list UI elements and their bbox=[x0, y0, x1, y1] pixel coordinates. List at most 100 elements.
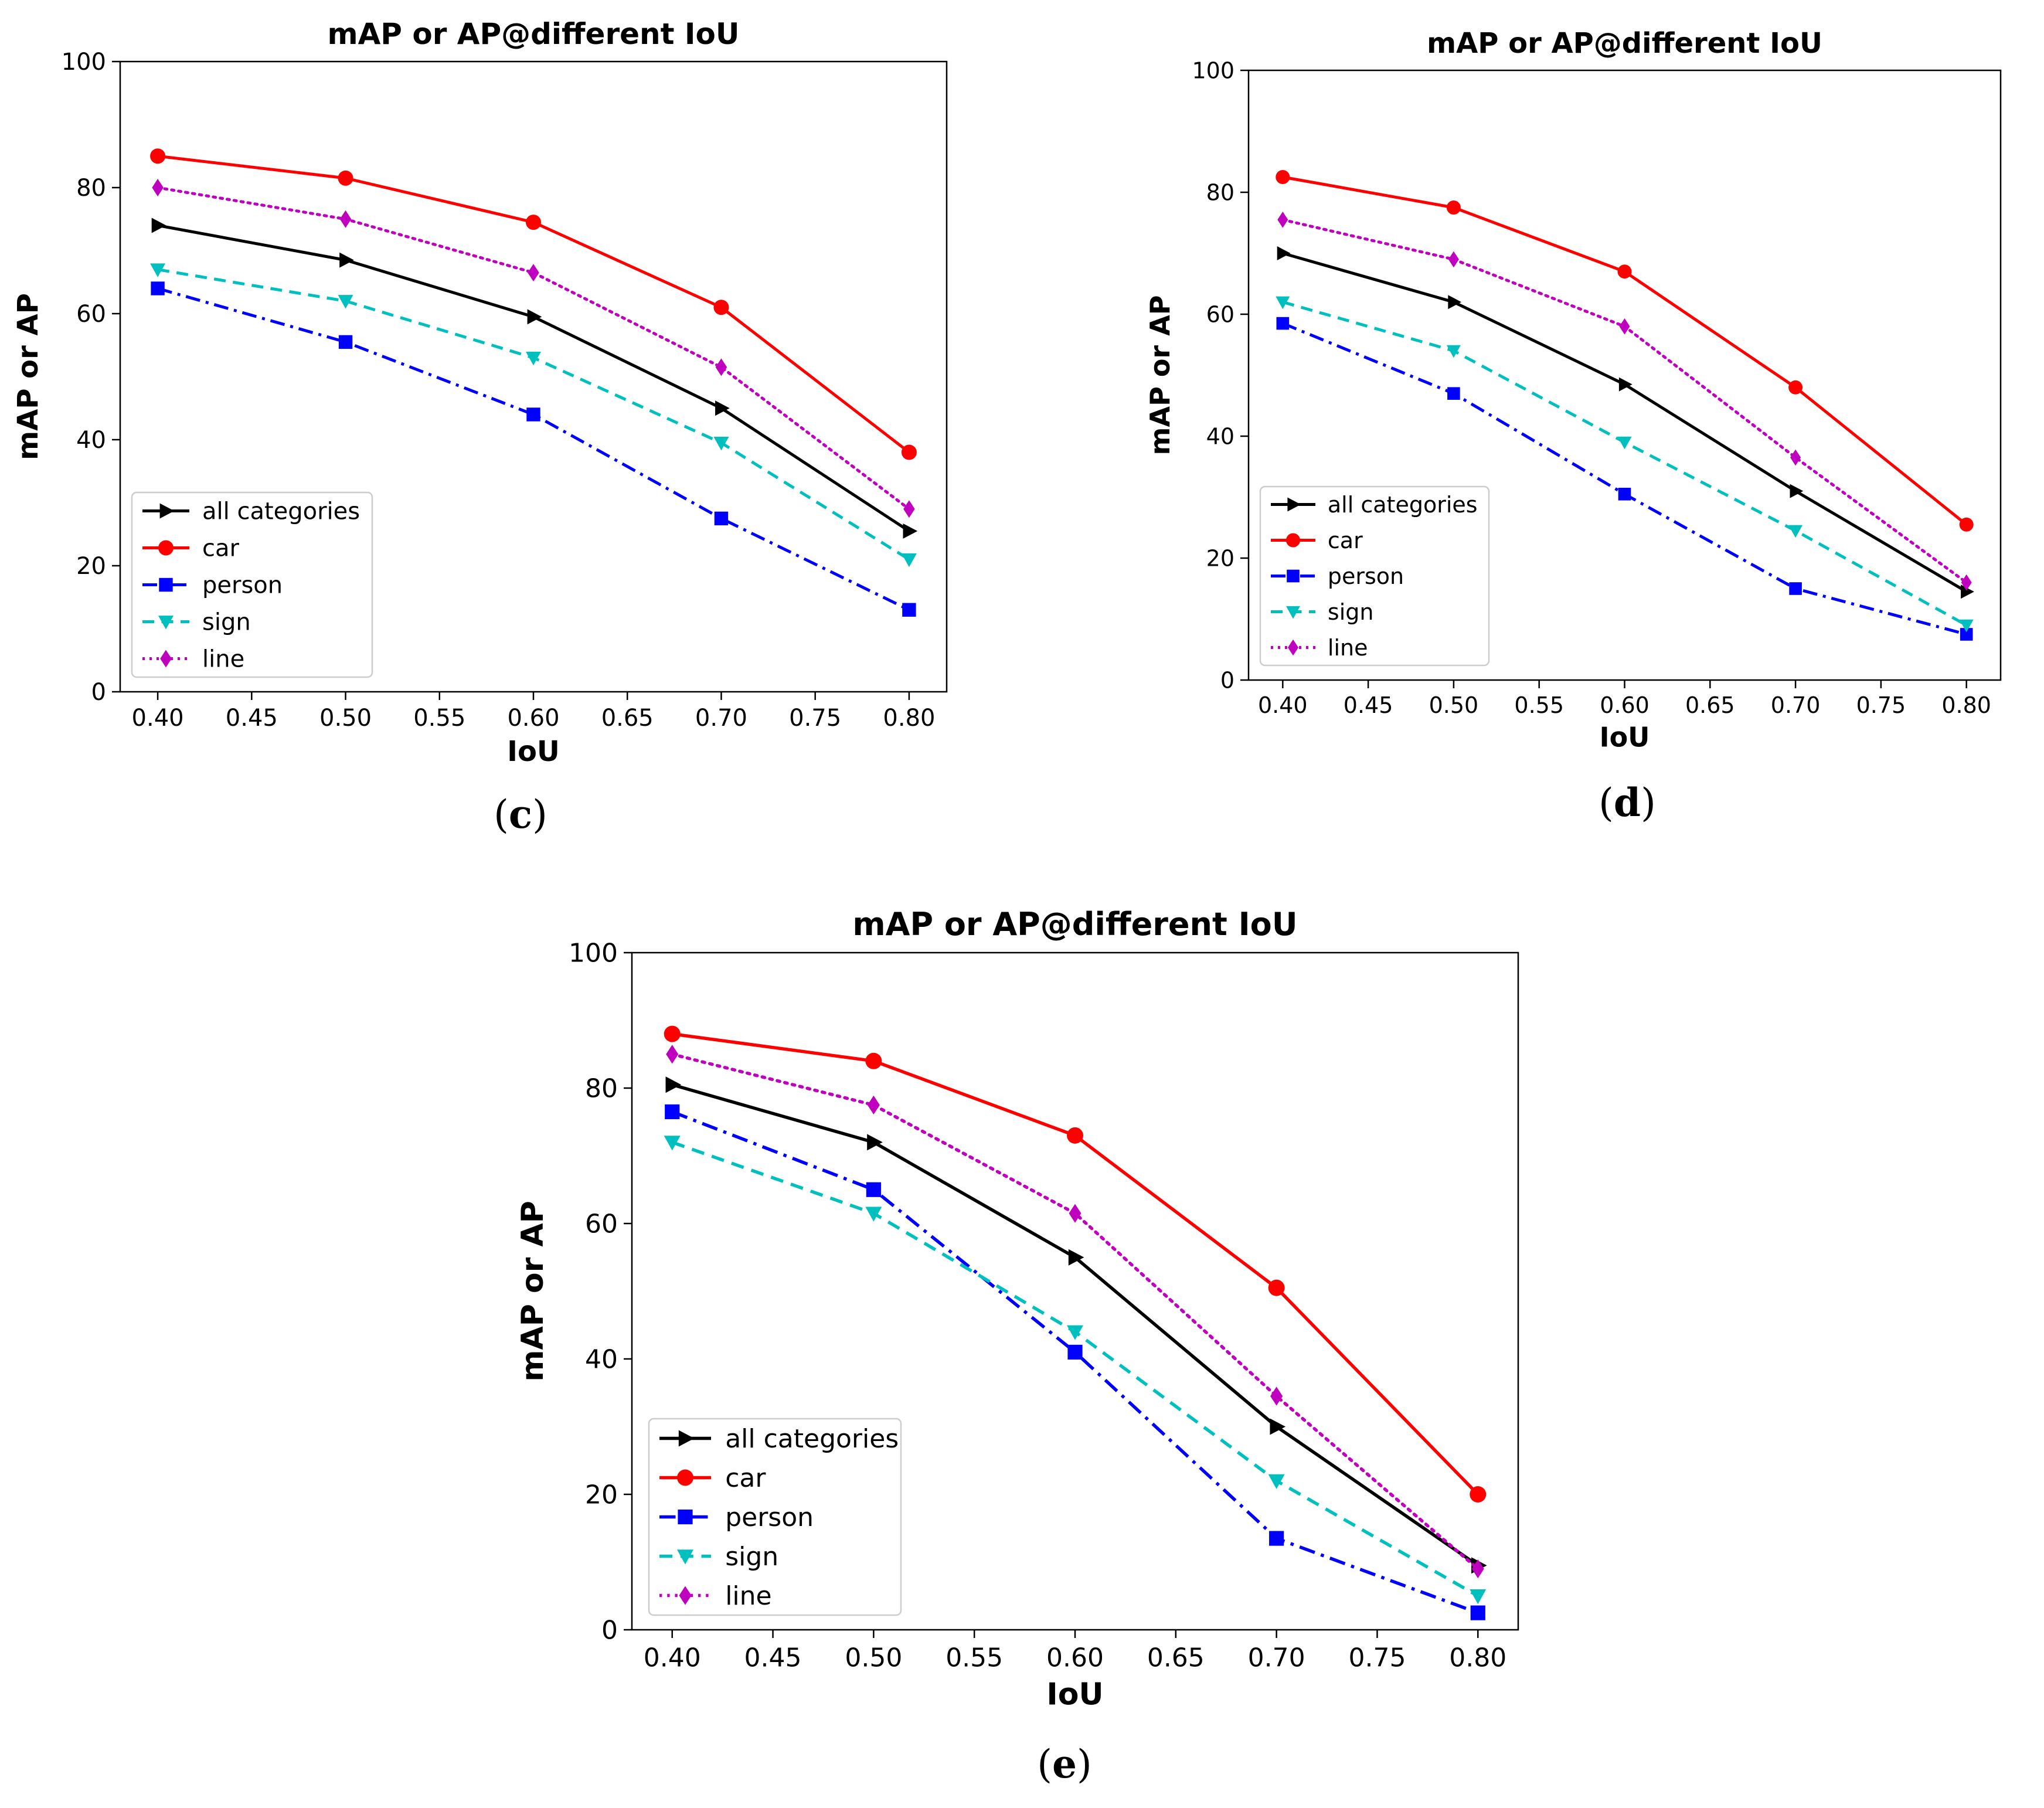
data-point bbox=[151, 281, 165, 295]
data-point bbox=[1277, 212, 1288, 228]
data-point bbox=[715, 358, 727, 376]
series-all-categories bbox=[1277, 246, 1974, 599]
data-point bbox=[903, 500, 915, 518]
data-point bbox=[151, 217, 166, 233]
x-tick-label: 0.55 bbox=[1514, 692, 1564, 718]
x-tick-label: 0.75 bbox=[1348, 1643, 1406, 1673]
x-tick-label: 0.80 bbox=[1941, 692, 1991, 718]
data-point bbox=[664, 1025, 681, 1042]
legend-label: car bbox=[725, 1463, 766, 1493]
data-point bbox=[527, 309, 542, 325]
chart-c: mAP or AP@different IoU 0.40 0.45 0.50 0.55 0… bbox=[12, 17, 948, 768]
legend-marker bbox=[1286, 606, 1300, 619]
x-tick-label: 0.75 bbox=[789, 705, 841, 732]
chart-panel-e: mAP or AP@different IoU 0.40 0.45 0.50 0.55 0… bbox=[498, 874, 1565, 1808]
data-point bbox=[526, 407, 540, 422]
y-tick-label: 80 bbox=[1206, 179, 1234, 205]
data-point bbox=[713, 436, 729, 451]
y-tick-label: 0 bbox=[91, 679, 106, 706]
chart-d: mAP or AP@different IoU 0.40 0.45 0.50 0.55 0… bbox=[1144, 27, 2002, 753]
data-point bbox=[1448, 251, 1459, 268]
chart-panel-c: mAP or AP@different IoU 0.40 0.45 0.50 0.55 0… bbox=[0, 0, 1008, 856]
y-tick-label: 40 bbox=[585, 1344, 618, 1374]
legend-label: line bbox=[202, 646, 244, 673]
series-sign bbox=[664, 1136, 1487, 1605]
data-point bbox=[1959, 619, 1974, 633]
caption-e: (e) bbox=[1037, 1741, 1092, 1787]
legend-marker bbox=[678, 1509, 693, 1525]
data-point bbox=[339, 210, 352, 228]
y-tick-label: 80 bbox=[76, 175, 106, 202]
series-person bbox=[665, 1104, 1485, 1620]
y-tick-label: 100 bbox=[1192, 57, 1234, 83]
series-all-categories bbox=[665, 1076, 1487, 1574]
x-tick-label: 0.40 bbox=[1258, 692, 1308, 718]
data-point bbox=[1268, 1474, 1285, 1489]
legend-label: all categories bbox=[725, 1424, 899, 1454]
data-point bbox=[1961, 574, 1972, 591]
legend: all categories car person sign line bbox=[1259, 485, 1490, 667]
data-point bbox=[150, 263, 166, 277]
series-all-categories bbox=[151, 217, 918, 539]
data-point bbox=[1448, 295, 1462, 310]
caption-c: (c) bbox=[494, 791, 547, 837]
x-tick-label: 0.45 bbox=[226, 705, 278, 732]
y-tick-label: 100 bbox=[569, 938, 618, 968]
data-point bbox=[1067, 1325, 1083, 1340]
series-line bbox=[1282, 175, 1968, 526]
data-point bbox=[867, 1134, 883, 1151]
series-car bbox=[1276, 170, 1974, 532]
legend: all categories car person sign line bbox=[131, 491, 373, 678]
x-axis-label: IoU bbox=[1599, 721, 1650, 753]
y-tick-label: 0 bbox=[601, 1615, 618, 1645]
chart-title: mAP or AP@different IoU bbox=[328, 17, 740, 51]
data-point bbox=[339, 252, 354, 268]
y-tick-label: 60 bbox=[585, 1209, 618, 1239]
legend-label: sign bbox=[202, 609, 251, 636]
series-line bbox=[1277, 212, 1972, 591]
data-point bbox=[1276, 170, 1290, 184]
data-point bbox=[1788, 380, 1803, 395]
data-point bbox=[1470, 1605, 1485, 1620]
legend-box bbox=[648, 1418, 902, 1616]
data-point bbox=[866, 1182, 881, 1197]
data-point bbox=[338, 335, 353, 349]
x-tick-label: 0.45 bbox=[744, 1643, 802, 1673]
legend-marker bbox=[677, 1469, 693, 1486]
data-point bbox=[1276, 317, 1290, 330]
data-point bbox=[528, 264, 539, 282]
series-line bbox=[152, 179, 915, 518]
x-tick-label: 0.60 bbox=[1046, 1643, 1104, 1673]
legend-label: car bbox=[1328, 528, 1363, 553]
x-tick-label: 0.50 bbox=[1429, 692, 1479, 718]
y-tick-label: 80 bbox=[585, 1073, 618, 1103]
legend-marker bbox=[160, 650, 172, 668]
legend-marker bbox=[679, 1586, 692, 1605]
data-point bbox=[1790, 484, 1804, 498]
data-point bbox=[1447, 387, 1460, 400]
data-point bbox=[152, 179, 164, 196]
data-point bbox=[1471, 1559, 1484, 1579]
x-tick-label: 0.65 bbox=[1147, 1643, 1205, 1673]
data-point bbox=[902, 603, 916, 617]
series-sign bbox=[150, 263, 917, 567]
legend-marker bbox=[1288, 639, 1298, 656]
series-person bbox=[1276, 317, 1973, 641]
x-tick-label: 0.45 bbox=[1344, 692, 1393, 718]
data-point bbox=[1270, 1386, 1283, 1406]
x-tick-label: 0.70 bbox=[1248, 1643, 1305, 1673]
legend-marker bbox=[677, 1549, 693, 1565]
data-point bbox=[665, 1104, 680, 1120]
data-point bbox=[714, 511, 729, 526]
data-point bbox=[1276, 296, 1290, 310]
data-point bbox=[865, 1052, 882, 1069]
legend-marker bbox=[159, 503, 175, 519]
data-point bbox=[1067, 1344, 1083, 1360]
legend-label: person bbox=[725, 1503, 814, 1532]
data-point bbox=[865, 1207, 882, 1222]
data-point bbox=[1618, 488, 1631, 501]
data-point bbox=[666, 1045, 679, 1064]
data-point bbox=[1470, 1486, 1487, 1503]
x-tick-label: 0.40 bbox=[644, 1643, 701, 1673]
data-point bbox=[1618, 377, 1633, 392]
